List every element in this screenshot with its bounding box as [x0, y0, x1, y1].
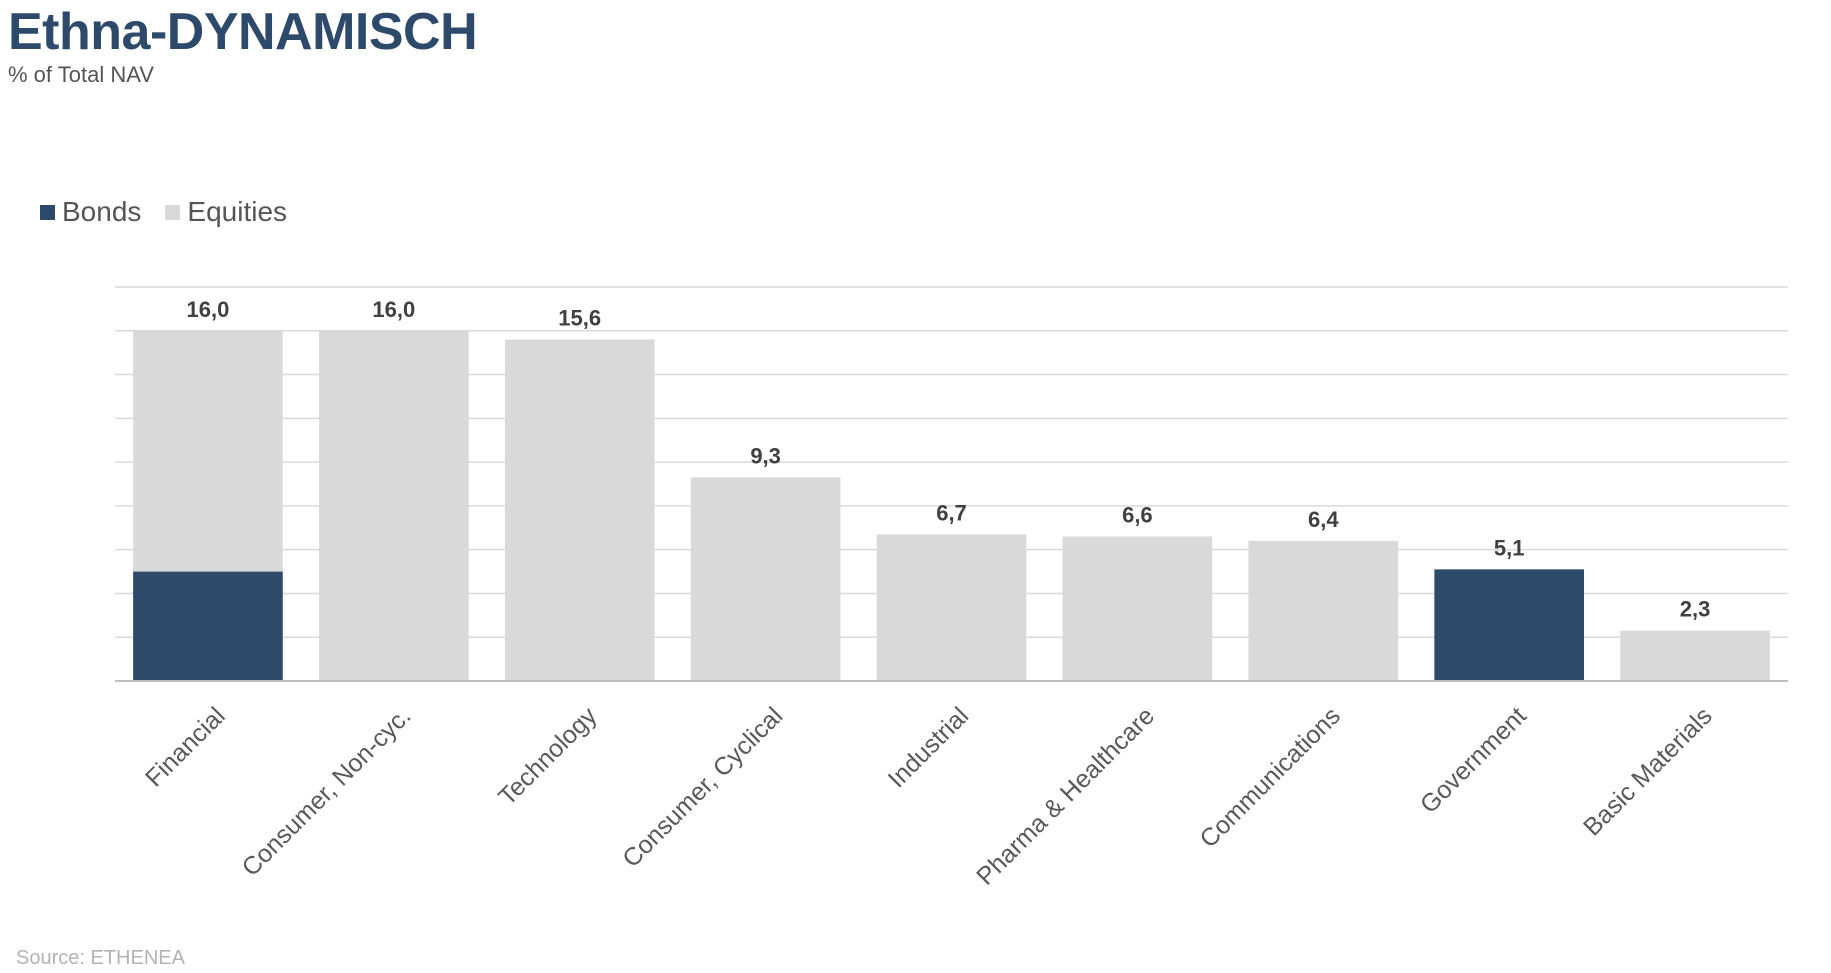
- bonds-swatch: [40, 204, 55, 220]
- data-label: 15,6: [558, 306, 601, 331]
- category-label: Industrial: [883, 702, 975, 794]
- bar-equities: [876, 534, 1027, 681]
- category-label: Pharma & Healthcare: [971, 702, 1160, 891]
- bar-equities: [1248, 540, 1399, 681]
- bar-equities: [504, 339, 655, 681]
- legend-equities-label: Equities: [187, 196, 288, 227]
- bar-equities: [319, 330, 469, 681]
- data-label: 6,4: [1308, 507, 1339, 532]
- category-label: Basic Materials: [1578, 702, 1718, 842]
- chart-title: Ethna-DYNAMISCH: [8, 3, 478, 61]
- legend-bonds-label: Bonds: [62, 196, 142, 227]
- legend: Bonds Equities: [40, 196, 311, 228]
- bar-equities: [690, 477, 841, 681]
- source-note: Source: ETHENEA: [16, 947, 185, 969]
- equities-swatch: [165, 204, 181, 220]
- legend-item-equities: Equities: [165, 196, 287, 228]
- legend-item-bonds: Bonds: [40, 196, 141, 228]
- category-label: Communications: [1195, 702, 1346, 853]
- bar-equities: [1062, 536, 1213, 681]
- bar-bonds: [1434, 569, 1584, 681]
- category-label: Consumer, Non-cyc.: [237, 702, 417, 882]
- bar-bonds: [133, 571, 283, 681]
- data-label: 16,0: [372, 297, 415, 322]
- data-label: 5,1: [1494, 535, 1525, 560]
- bar-equities: [1620, 630, 1770, 681]
- bar-equities: [133, 330, 283, 572]
- data-label: 16,0: [187, 297, 230, 322]
- chart-subtitle: % of Total NAV: [8, 62, 154, 87]
- category-label: Technology: [493, 702, 603, 812]
- data-label: 6,7: [936, 500, 967, 525]
- data-label: 6,6: [1122, 503, 1153, 528]
- data-label: 9,3: [750, 443, 781, 468]
- data-label: 2,3: [1680, 597, 1711, 622]
- category-label: Government: [1415, 702, 1532, 819]
- category-label: Consumer, Cyclical: [617, 702, 788, 873]
- category-label: Financial: [140, 702, 231, 793]
